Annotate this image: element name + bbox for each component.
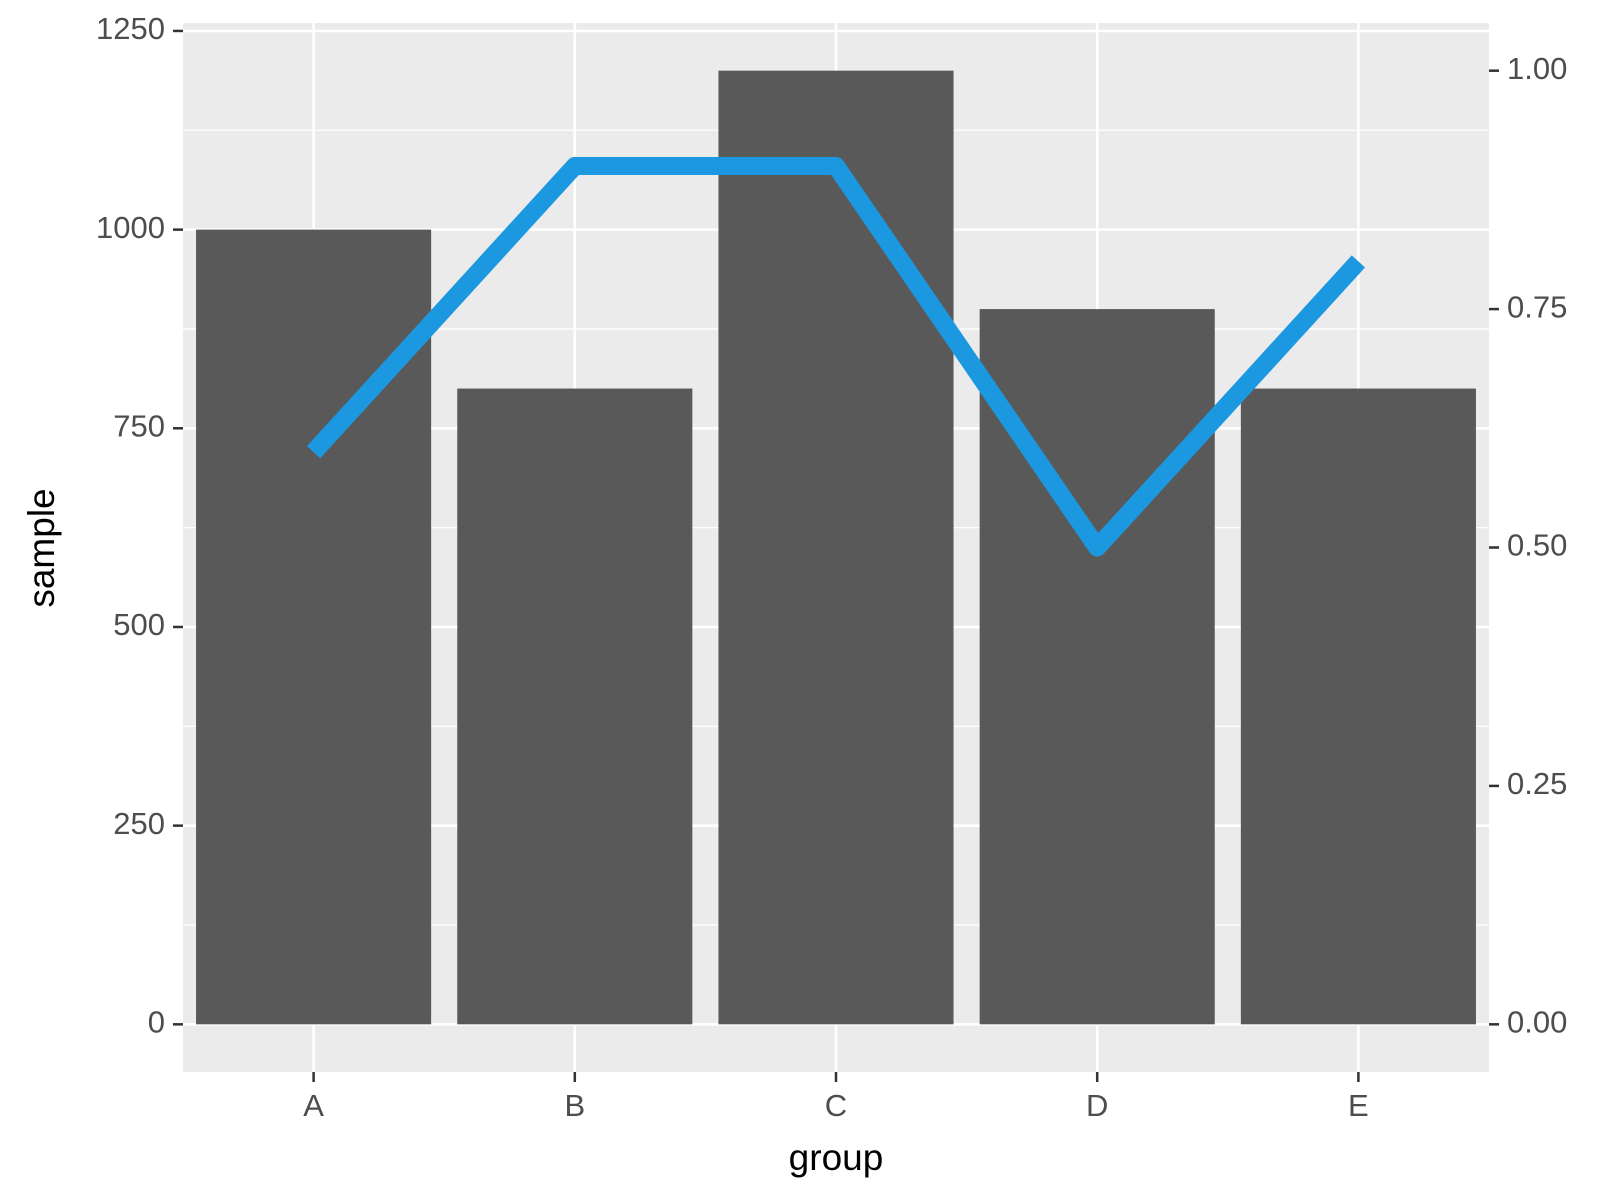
y-tick-label: 1000 (96, 210, 165, 245)
x-tick-label: D (1086, 1088, 1108, 1123)
y2-tick-label: 1.00 (1507, 51, 1567, 86)
y-tick-label: 0 (148, 1005, 165, 1040)
y-tick-label: 1250 (96, 11, 165, 46)
y-tick-label: 500 (113, 607, 165, 642)
bar (718, 70, 954, 1025)
y2-tick-label: 0.25 (1507, 766, 1567, 801)
y2-tick-label: 0.75 (1507, 289, 1567, 324)
line (306, 157, 1366, 557)
x-tick-label: C (825, 1088, 847, 1123)
x-tick-label: B (564, 1088, 585, 1123)
bar (457, 388, 693, 1025)
y-tick-label: 250 (113, 806, 165, 841)
y2-tick-label: 0.50 (1507, 528, 1567, 563)
bar (1240, 388, 1476, 1025)
y-axis-title: sample (21, 488, 62, 607)
y2-tick-label: 0.00 (1507, 1005, 1567, 1040)
x-tick-label: A (303, 1088, 324, 1123)
x-axis-title: group (789, 1137, 884, 1178)
x-tick-label: E (1348, 1088, 1369, 1123)
y-tick-label: 750 (113, 408, 165, 443)
